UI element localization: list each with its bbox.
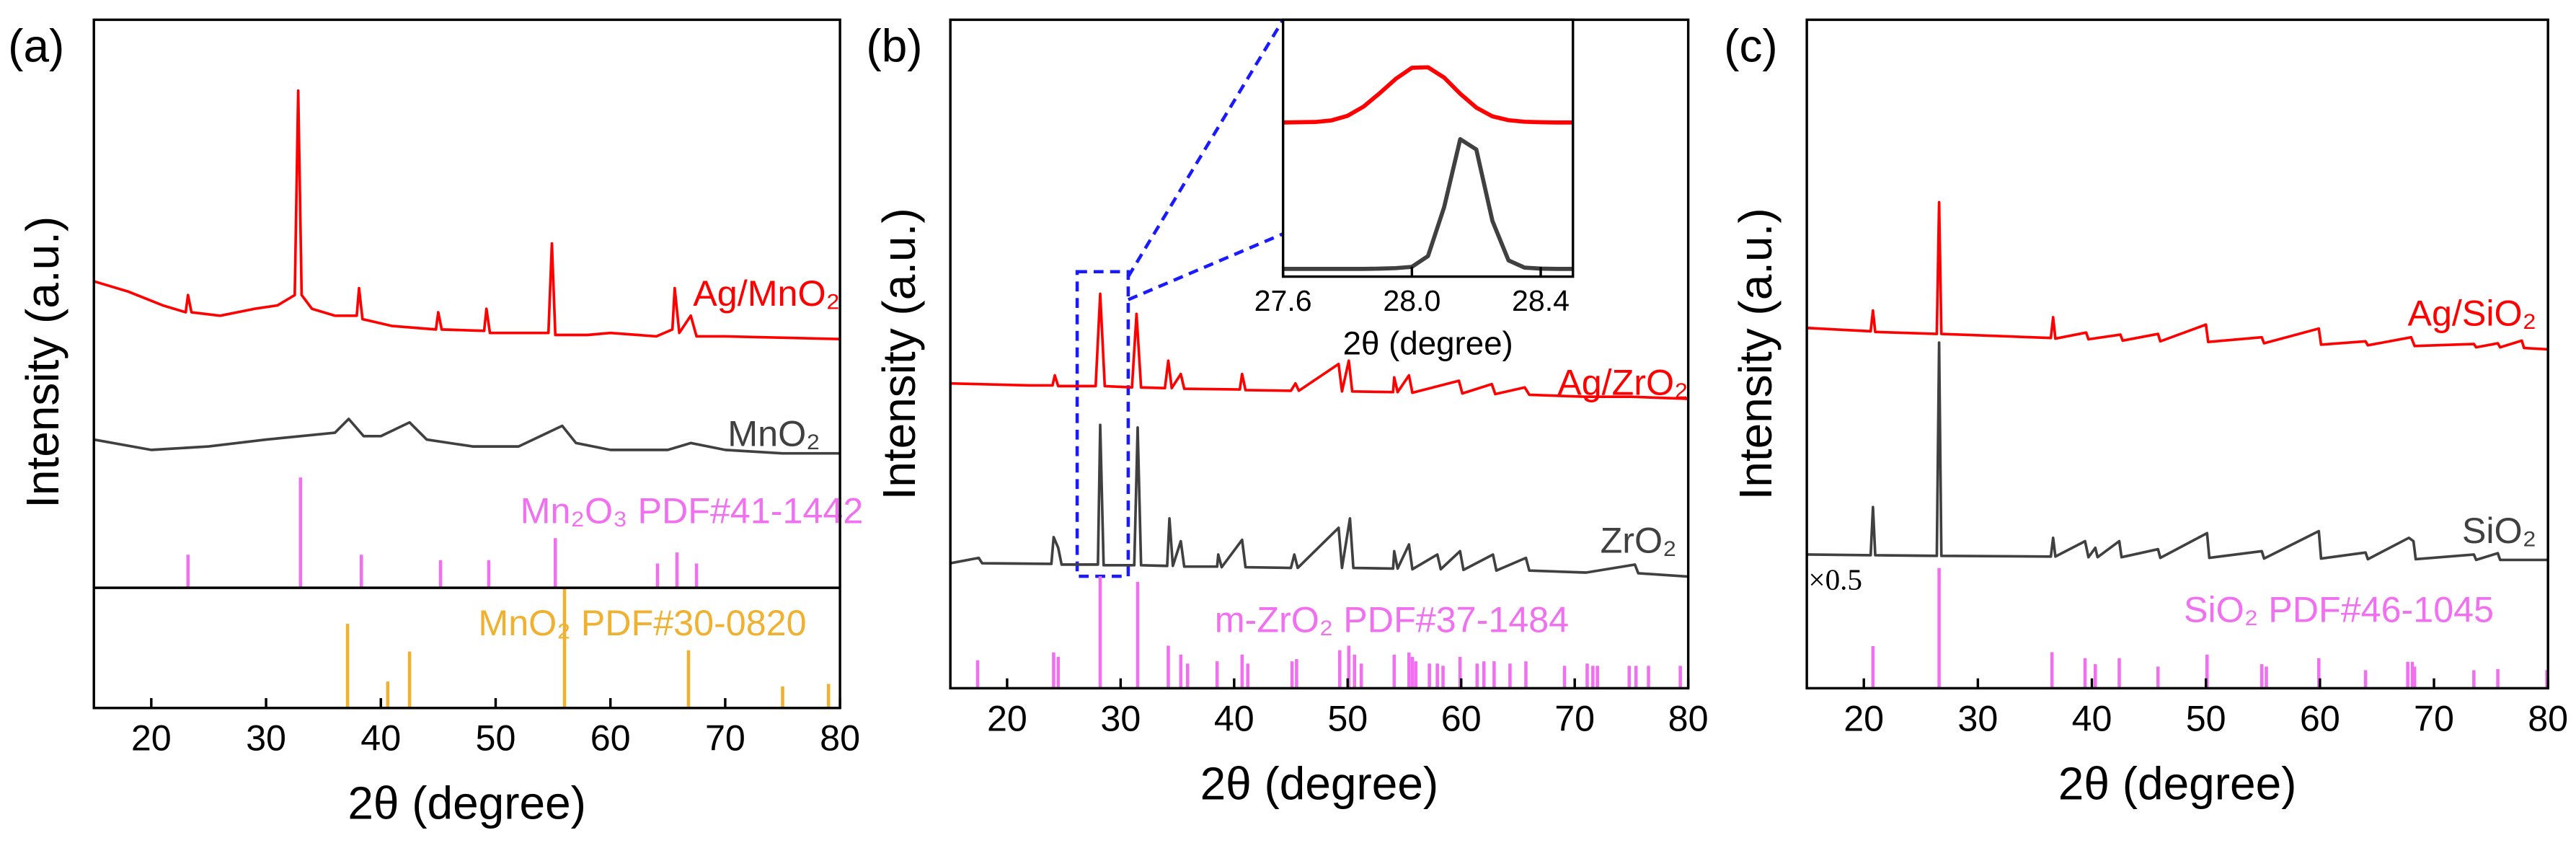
x-tick-label: 27.6 bbox=[1254, 284, 1312, 317]
pattern-line bbox=[93, 89, 841, 341]
series-label: Ag/MnO₂ bbox=[693, 273, 840, 314]
x-tick-label: 20 bbox=[131, 718, 172, 759]
zoom-line bbox=[1126, 19, 1285, 278]
x-axis-label: 2θ (degree) bbox=[1200, 757, 1439, 809]
y-axis-label: Intensity (a.u.) bbox=[17, 216, 68, 508]
panel-label: (b) bbox=[866, 19, 922, 71]
series-label: MnO₂ bbox=[727, 413, 820, 454]
x-tick-label: 40 bbox=[1214, 698, 1254, 738]
annotation: ×0.5 bbox=[1808, 563, 1862, 596]
x-tick-label: 80 bbox=[2528, 698, 2568, 738]
plot-frame bbox=[1805, 18, 2549, 690]
x-tick-label: 30 bbox=[246, 718, 286, 759]
series-label: ZrO₂ bbox=[1601, 521, 1677, 561]
reference-label: MnO₂ PDF#30-0820 bbox=[478, 603, 806, 643]
x-axis-label: 2θ (degree) bbox=[348, 777, 586, 829]
x-tick-label: 40 bbox=[360, 718, 401, 759]
x-tick-label: 50 bbox=[2186, 698, 2226, 738]
pattern-line bbox=[93, 418, 841, 455]
x-tick-label: 70 bbox=[2414, 698, 2454, 738]
x-tick-label: 80 bbox=[820, 718, 860, 759]
panel-label: (a) bbox=[8, 19, 64, 71]
x-tick-label: 50 bbox=[476, 718, 516, 759]
y-axis-label: Intensity (a.u.) bbox=[1730, 208, 1781, 500]
panel-label: (c) bbox=[1724, 19, 1778, 71]
zoom-box bbox=[1075, 270, 1130, 578]
x-tick-label: 20 bbox=[1844, 698, 1884, 738]
x-axis-label: 2θ (degree) bbox=[1343, 325, 1513, 362]
x-tick-label: 40 bbox=[2072, 698, 2112, 738]
x-tick-label: 30 bbox=[1100, 698, 1141, 738]
x-tick-label: 20 bbox=[987, 698, 1027, 738]
series-label: Ag/SiO₂ bbox=[2407, 293, 2536, 334]
reference-label: SiO₂ PDF#46-1045 bbox=[2184, 590, 2494, 630]
pattern-line bbox=[1807, 341, 2549, 562]
pattern-line bbox=[1283, 65, 1573, 125]
x-tick-label: 50 bbox=[1327, 698, 1368, 738]
pattern-line bbox=[1807, 200, 2549, 351]
reference-label: Mn₂O₃ PDF#41-1442 bbox=[521, 491, 864, 531]
x-tick-label: 80 bbox=[1668, 698, 1709, 738]
pattern-line bbox=[1283, 137, 1573, 271]
reference-label: m-ZrO₂ PDF#37-1484 bbox=[1215, 599, 1569, 640]
series-label: SiO₂ bbox=[2462, 511, 2536, 551]
y-axis-label: Intensity (a.u.) bbox=[873, 208, 925, 500]
x-axis-label: 2θ (degree) bbox=[2058, 757, 2297, 809]
x-tick-label: 30 bbox=[1957, 698, 1998, 738]
x-tick-label: 70 bbox=[705, 718, 745, 759]
x-tick-label: 28.4 bbox=[1512, 284, 1570, 317]
series-label: Ag/ZrO₂ bbox=[1557, 363, 1688, 403]
zoom-line bbox=[1128, 232, 1284, 301]
plot-frame bbox=[1281, 18, 1575, 278]
pattern-line bbox=[950, 423, 1688, 578]
plot-frame bbox=[92, 18, 841, 710]
x-tick-label: 60 bbox=[590, 718, 631, 759]
x-tick-label: 60 bbox=[2300, 698, 2340, 738]
pattern-line bbox=[950, 292, 1688, 400]
x-tick-label: 28.0 bbox=[1383, 284, 1440, 317]
x-tick-label: 70 bbox=[1554, 698, 1595, 738]
inset-background bbox=[1283, 19, 1573, 277]
x-tick-label: 60 bbox=[1441, 698, 1482, 738]
